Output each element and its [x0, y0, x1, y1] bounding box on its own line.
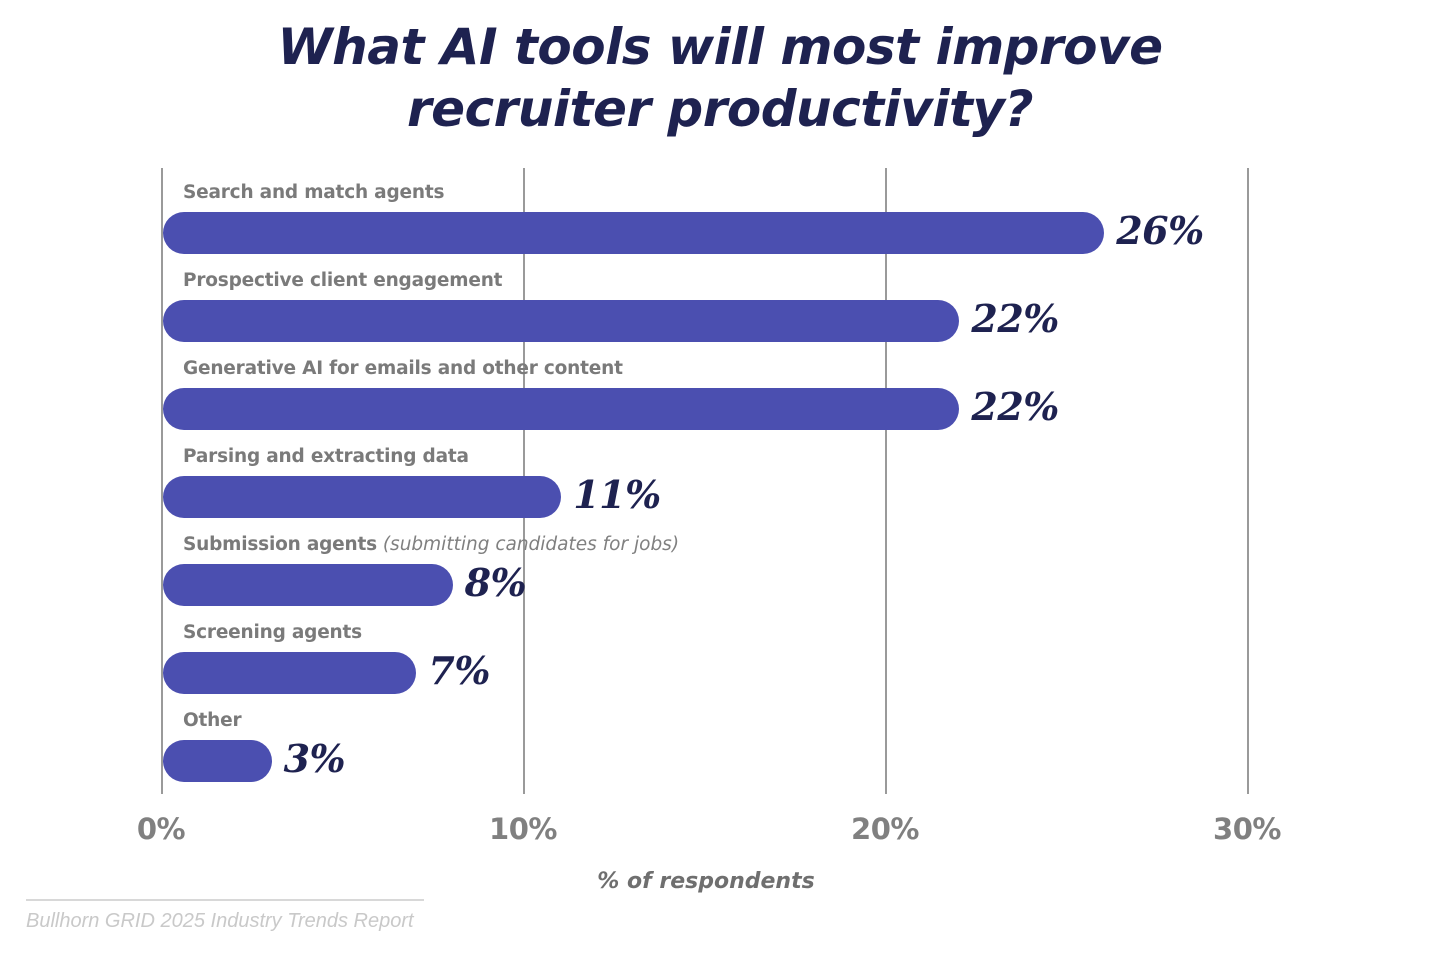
bar[interactable] — [163, 212, 1105, 254]
bar[interactable] — [163, 300, 960, 342]
bar-value-label: 22% — [971, 296, 1059, 341]
bar-category-label: Other — [183, 710, 242, 731]
x-tick-label: 30% — [1213, 812, 1281, 846]
bar-value-label: 3% — [283, 736, 346, 781]
bar[interactable] — [163, 564, 453, 606]
bar-value-label: 11% — [573, 472, 661, 517]
source-caption: Bullhorn GRID 2025 Industry Trends Repor… — [26, 910, 414, 932]
bar-value-label: 8% — [464, 560, 527, 605]
bar-category-label: Prospective client engagement — [183, 270, 503, 291]
x-tick-label: 20% — [851, 812, 919, 846]
bar-value-label: 26% — [1116, 208, 1204, 253]
bar[interactable] — [163, 740, 272, 782]
chart-title-line-2: recruiter productivity? — [406, 80, 1034, 138]
bar-category-label: Screening agents — [183, 622, 362, 643]
bar-category-label: Submission agents (submitting candidates… — [183, 534, 680, 555]
bar[interactable] — [163, 476, 562, 518]
bar-value-label: 7% — [428, 648, 490, 693]
bar[interactable] — [163, 388, 960, 430]
gridline-20% — [885, 168, 887, 794]
bar-category-label: Parsing and extracting data — [183, 446, 469, 467]
x-axis-title: % of respondents — [597, 869, 815, 894]
plot-area: Search and match agents 26% Prospective cl… — [161, 168, 1251, 794]
chart-title: What AI tools will most improve recruite… — [0, 16, 1440, 140]
bar-category-label: Generative AI for emails and other conte… — [183, 358, 623, 379]
bar-category-note: (submitting candidates for jobs) — [376, 534, 680, 555]
y-axis-line — [161, 168, 163, 794]
x-tick-label: 0% — [136, 812, 186, 846]
bar-value-label: 22% — [971, 384, 1059, 429]
x-tick-label: 10% — [489, 812, 557, 846]
footer-divider — [26, 899, 424, 901]
gridline-30% — [1247, 168, 1249, 794]
bar-category-label: Search and match agents — [183, 182, 445, 203]
bar[interactable] — [163, 652, 417, 694]
chart-title-line-1: What AI tools will most improve — [277, 18, 1164, 76]
